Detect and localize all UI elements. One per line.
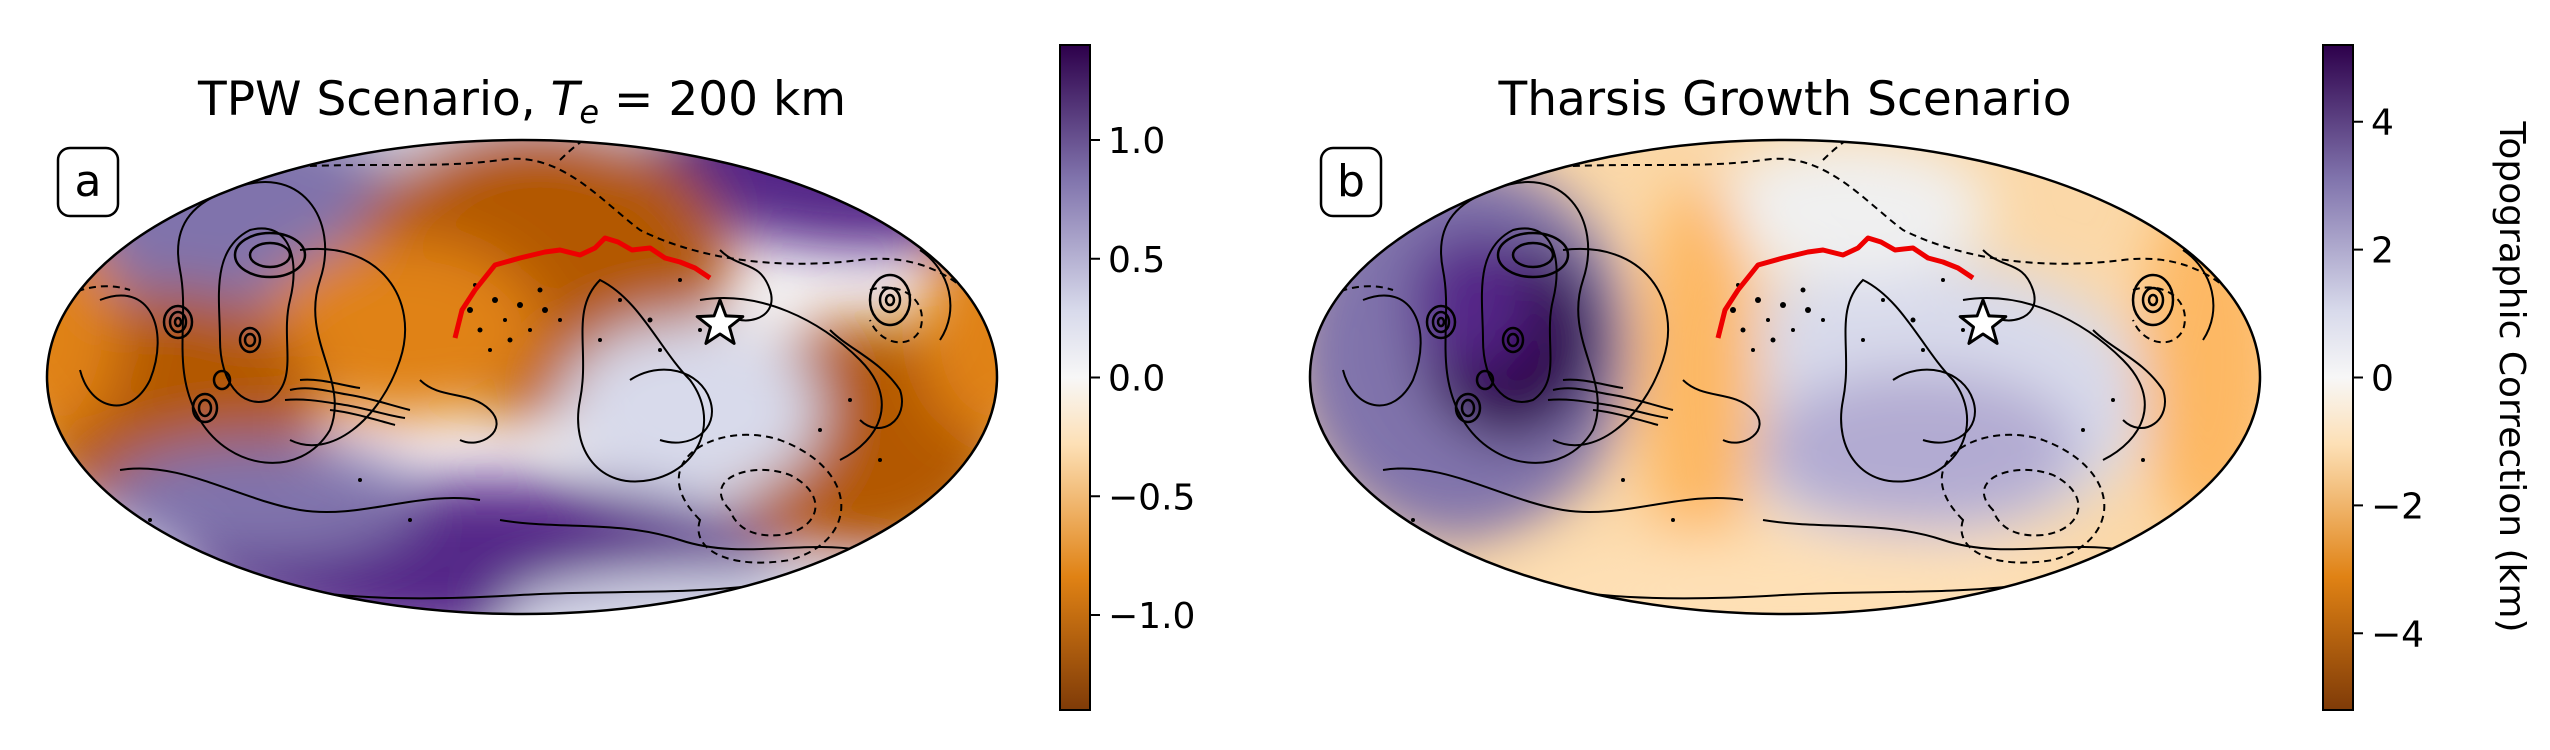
panel-a-tag-label: a <box>75 156 102 207</box>
panel-a-map-outline <box>45 138 999 616</box>
colorbar-tick-label: 2 <box>2371 231 2394 272</box>
panel-b-star-marker <box>1958 298 2008 345</box>
panel-a-colorbar: −1.0 −0.5 0.0 0.5 1.0 <box>1059 44 1195 711</box>
panel-a-colorbar-ticks: −1.0 −0.5 0.0 0.5 1.0 <box>1090 121 1195 637</box>
panel-a-title: TPW Scenario, Te = 200 km <box>197 72 846 131</box>
panel-a-title-symbol: T <box>551 72 583 127</box>
panel-b-crater-speckles <box>1411 278 2145 522</box>
panel-b-colorbar: −4 −2 0 2 4 Topographic Correction (km) <box>2322 44 2532 711</box>
panel-b-tag: b <box>1319 146 1383 218</box>
panel-a-title-sub: e <box>579 93 599 131</box>
panel-a-traverse-line <box>452 235 712 339</box>
panel-a-volcano-contours <box>162 231 912 424</box>
panel-b-map-outline <box>1308 138 2262 616</box>
panel-a-valles-marineris <box>284 378 411 426</box>
panel-a-map <box>45 138 999 616</box>
panel-a-star-marker <box>695 298 745 345</box>
panel-a: TPW Scenario, Te = 200 km <box>45 44 1195 711</box>
panel-b-colorbar-gradient <box>2322 44 2354 711</box>
panel-b-title: Tharsis Growth Scenario <box>1498 72 2072 127</box>
colorbar-tick-label: 0 <box>2371 359 2394 400</box>
panel-a-crater-speckles <box>148 278 882 522</box>
colorbar-tick-label: 1.0 <box>1108 121 1165 162</box>
panel-b-colorbar-label: Topographic Correction (km) <box>2491 120 2532 632</box>
panel-b-tag-label: b <box>1337 156 1365 207</box>
panel-b-traverse-line <box>1715 235 1975 339</box>
panel-b-volcano-contours <box>1425 231 2175 424</box>
panel-b-valles-marineris <box>1547 378 1674 426</box>
colorbar-tick-label: −1.0 <box>1108 596 1195 637</box>
panel-a-title-suffix: = 200 km <box>599 72 846 127</box>
colorbar-tick-label: −2 <box>2371 486 2424 527</box>
panel-a-colorbar-gradient <box>1059 44 1091 711</box>
colorbar-tick-label: 0.0 <box>1108 359 1165 400</box>
panel-b: Tharsis Growth Scenario <box>1308 44 2532 711</box>
panel-a-title-prefix: TPW Scenario, <box>197 72 551 127</box>
colorbar-tick-label: −0.5 <box>1108 477 1195 518</box>
panel-b-map <box>1308 138 2262 616</box>
colorbar-tick-label: 0.5 <box>1108 240 1165 281</box>
panel-a-correction-field <box>47 140 997 614</box>
colorbar-tick-label: −4 <box>2371 614 2424 655</box>
panel-a-tag: a <box>56 146 120 218</box>
colorbar-tick-label: 4 <box>2371 103 2394 144</box>
panel-b-colorbar-ticks: −4 −2 0 2 4 <box>2353 103 2424 655</box>
